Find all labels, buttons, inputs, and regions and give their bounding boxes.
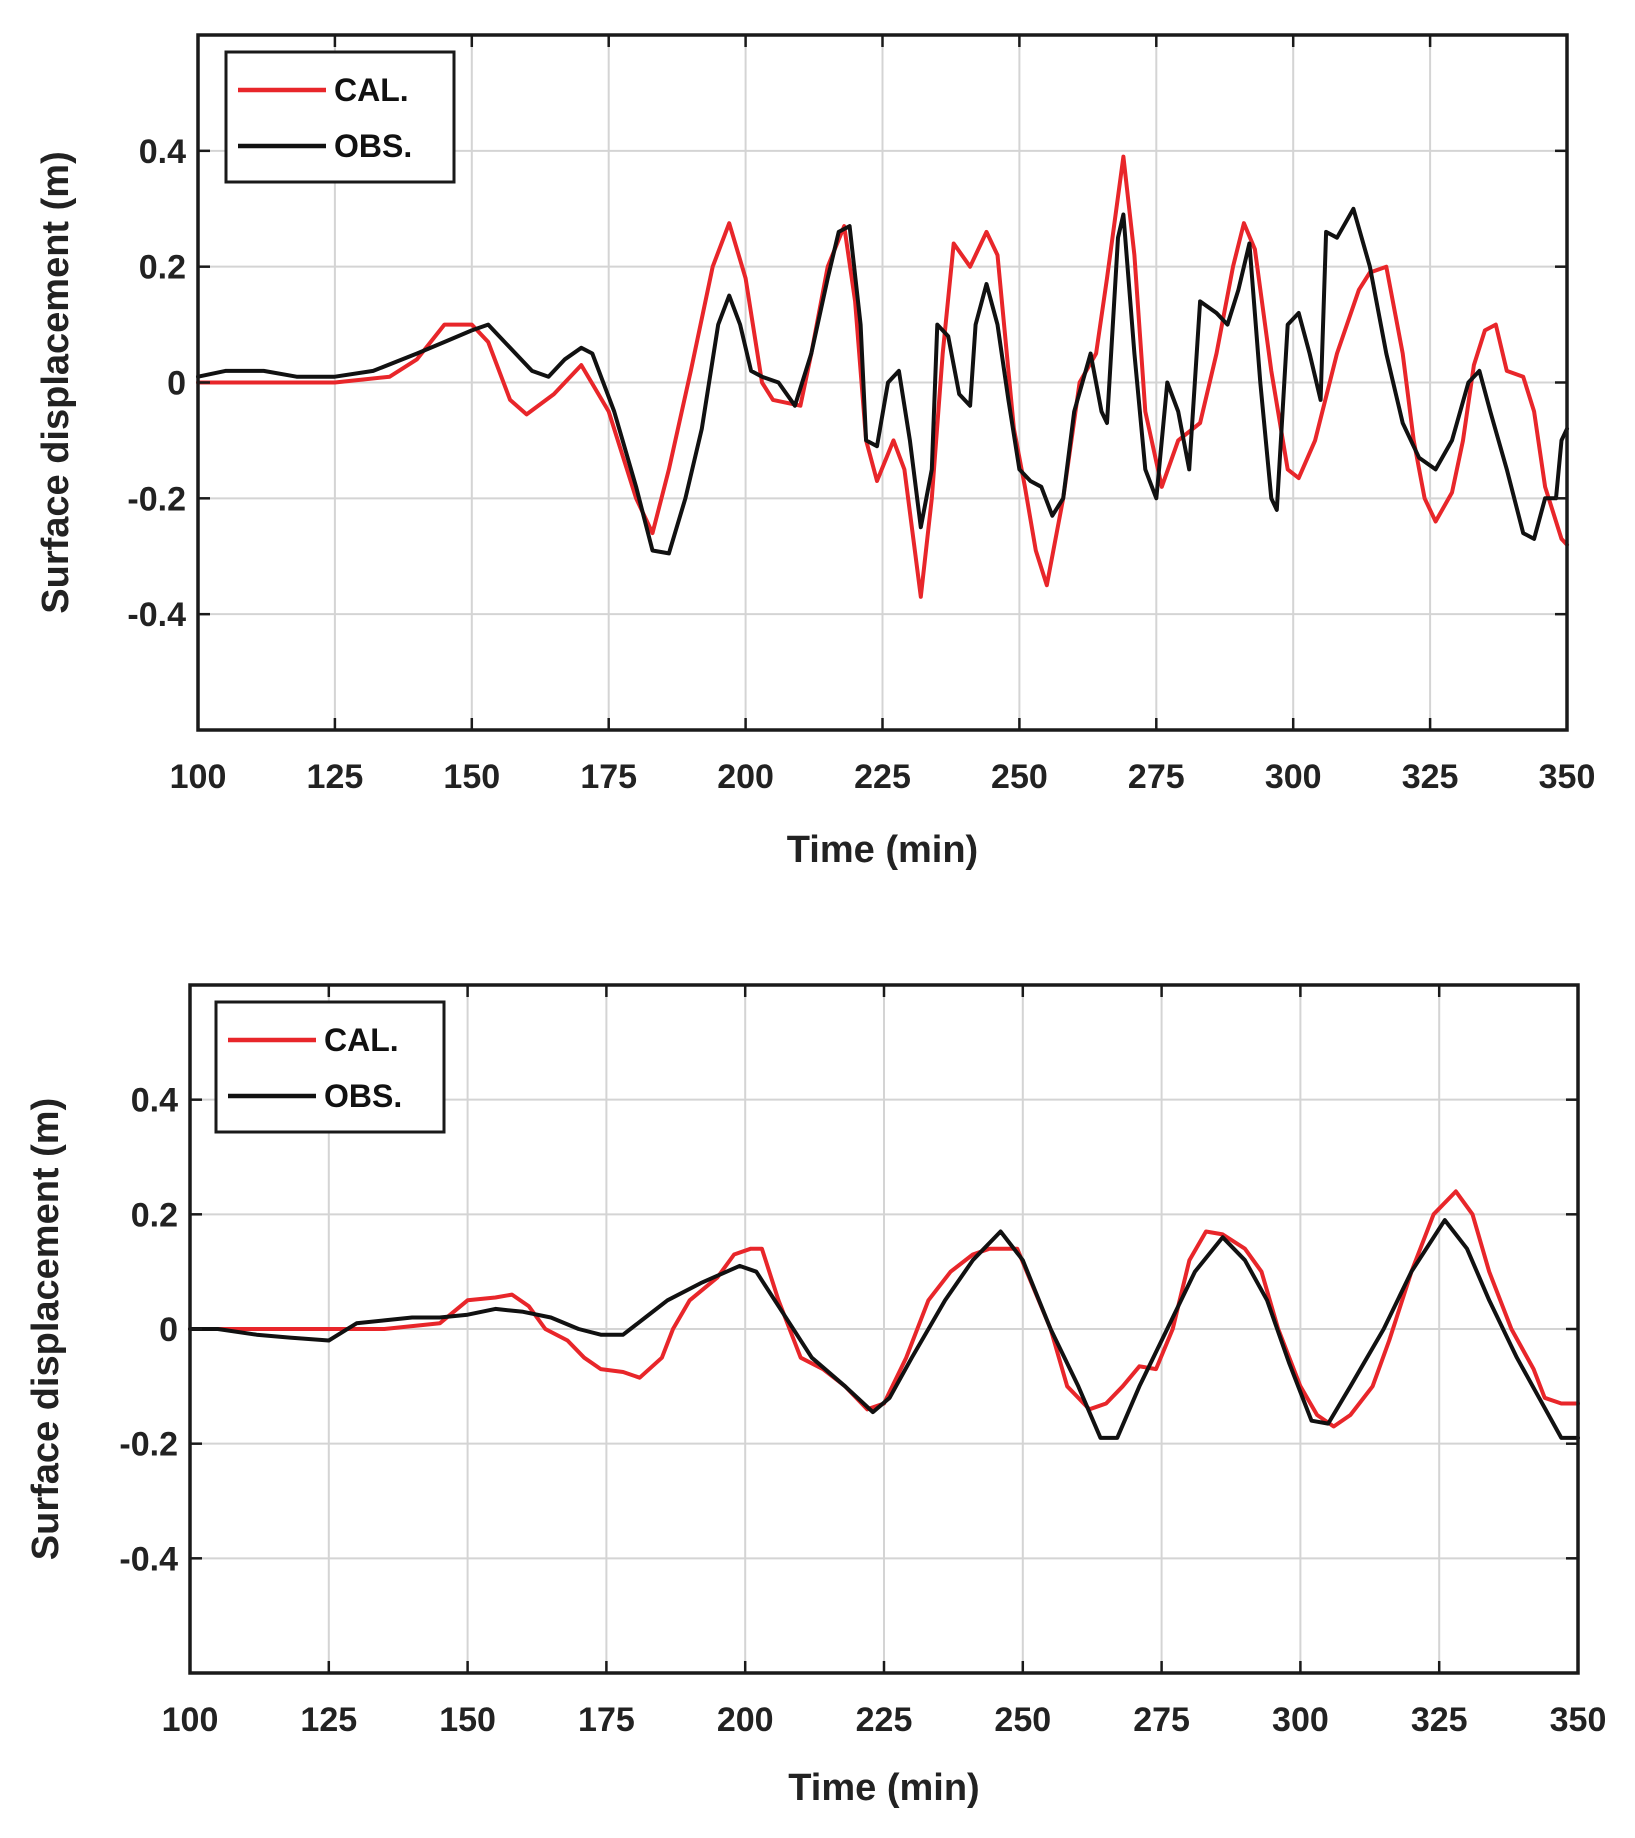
y-tick-label: 0.4 xyxy=(131,1082,178,1120)
series-line-obs xyxy=(196,206,1569,556)
y-tick-label: 0.2 xyxy=(139,249,186,287)
y-axis-title: Surface displacement (m) xyxy=(35,151,77,613)
x-tick-label: 125 xyxy=(300,1701,357,1739)
x-tick-label: 225 xyxy=(854,758,911,796)
x-tick-label: 100 xyxy=(170,758,227,796)
series-line-cal xyxy=(188,1189,1580,1429)
legend-box xyxy=(224,50,456,184)
x-axis-title: Time (min) xyxy=(788,1767,979,1809)
legend: CAL. OBS. xyxy=(224,50,456,184)
x-tick-label: 200 xyxy=(717,1701,774,1739)
x-tick-label: 350 xyxy=(1550,1701,1607,1739)
legend-label: OBS. xyxy=(324,1078,402,1114)
x-tick-label: 325 xyxy=(1402,758,1459,796)
y-tick-label: -0.2 xyxy=(119,1426,178,1464)
x-tick-label: 275 xyxy=(1128,758,1185,796)
x-tick-label: 250 xyxy=(991,758,1048,796)
y-tick-label: 0 xyxy=(167,365,186,403)
x-tick-label: 150 xyxy=(439,1701,496,1739)
y-tick-label: 0.2 xyxy=(131,1196,178,1234)
legend-label: CAL. xyxy=(334,72,409,108)
x-tick-label: 350 xyxy=(1539,758,1596,796)
chart-panel-top: 100 125 150 175 200 225 250 275 300 325 350 0.4 0.2 0… xyxy=(35,33,1596,871)
x-axis-title: Time (min) xyxy=(787,829,978,871)
chart-panel-bottom: 100 125 150 175 200 225 250 275 300 325 350 0.4 0.2 0… xyxy=(25,983,1607,1809)
x-tick-label: 300 xyxy=(1272,1701,1329,1739)
legend-label: CAL. xyxy=(324,1022,399,1058)
x-tick-label: 175 xyxy=(580,758,637,796)
series-line-obs xyxy=(188,1218,1580,1440)
legend: CAL. OBS. xyxy=(214,1000,446,1134)
legend-box xyxy=(214,1000,446,1134)
legend-label: OBS. xyxy=(334,128,412,164)
y-tick-label: 0 xyxy=(159,1311,178,1349)
y-tick-label: 0.4 xyxy=(139,133,186,171)
x-tick-label: 200 xyxy=(717,758,774,796)
x-tick-label: 175 xyxy=(578,1701,635,1739)
y-tick-label: -0.4 xyxy=(119,1540,178,1578)
x-tick-label: 100 xyxy=(162,1701,219,1739)
x-tick-label: 275 xyxy=(1133,1701,1190,1739)
x-tick-label: 250 xyxy=(994,1701,1051,1739)
x-tick-label: 300 xyxy=(1265,758,1322,796)
x-tick-label: 325 xyxy=(1411,1701,1468,1739)
x-tick-label: 225 xyxy=(856,1701,913,1739)
x-tick-label: 125 xyxy=(307,758,364,796)
y-axis-title: Surface displacement (m) xyxy=(25,1098,67,1560)
y-tick-label: -0.2 xyxy=(127,480,186,518)
x-tick-label: 150 xyxy=(443,758,500,796)
series-line-cal xyxy=(196,154,1569,599)
y-tick-label: -0.4 xyxy=(127,596,186,634)
